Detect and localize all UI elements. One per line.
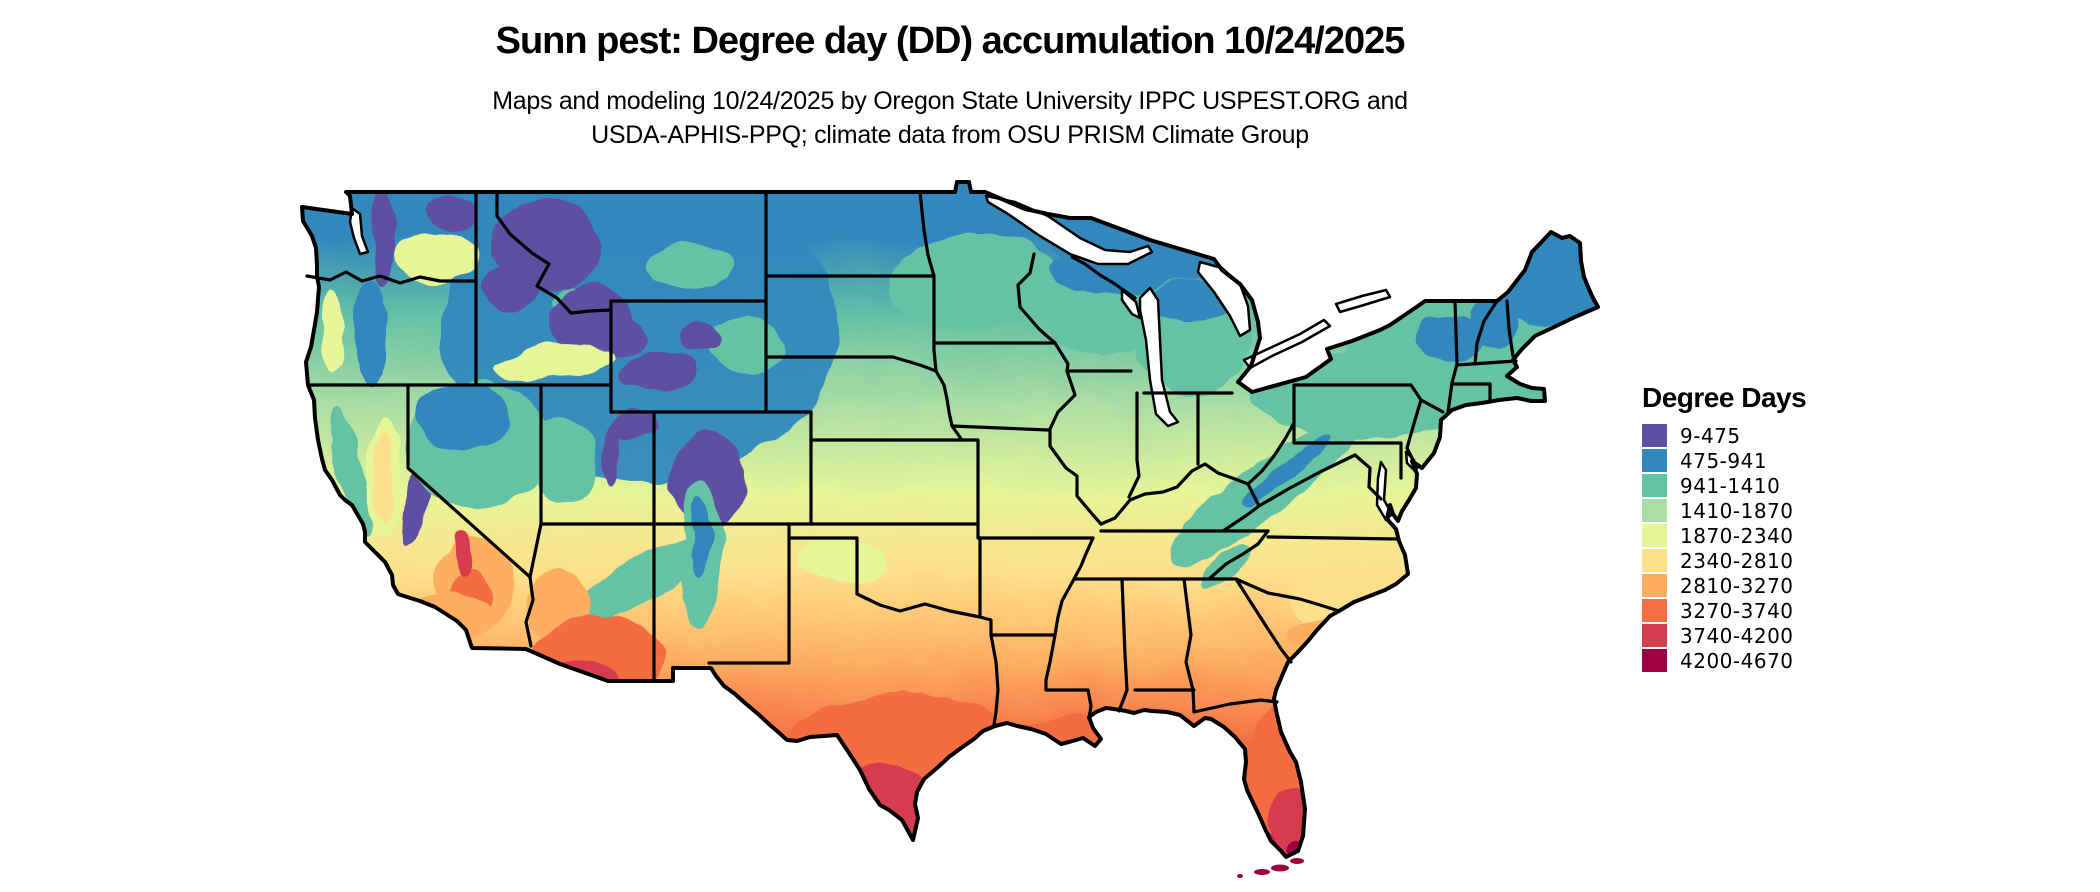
- us-outline: [300, 180, 1600, 859]
- legend-swatch: [1642, 474, 1667, 497]
- legend-label: 2810-3270: [1680, 573, 1794, 598]
- legend: Degree Days 9-475 475-941 941-1410 1410-…: [1642, 382, 1807, 673]
- legend-swatch: [1642, 549, 1667, 572]
- legend-row: 1410-1870: [1642, 498, 1806, 523]
- legend-label: 2340-2810: [1680, 548, 1794, 573]
- legend-label: 3740-4200: [1680, 623, 1794, 648]
- legend-swatch: [1642, 449, 1667, 472]
- legend-row: 3270-3740: [1642, 598, 1806, 623]
- legend-swatch: [1642, 624, 1667, 647]
- legend-label: 3270-3740: [1680, 598, 1794, 623]
- legend-row: 4200-4670: [1642, 648, 1806, 673]
- legend-swatch: [1642, 574, 1667, 597]
- legend-label: 475-941: [1680, 448, 1768, 473]
- legend-swatch: [1642, 499, 1667, 522]
- legend-row: 1870-2340: [1642, 523, 1806, 548]
- page-title: Sunn pest: Degree day (DD) accumulation …: [495, 20, 1406, 62]
- state-borders: [305, 190, 1518, 727]
- subtitle-line-1: Maps and modeling 10/24/2025 by Oregon S…: [492, 87, 1408, 115]
- legend-label: 1410-1870: [1680, 498, 1794, 523]
- legend-row: 941-1410: [1642, 473, 1806, 498]
- legend-label: 4200-4670: [1680, 648, 1794, 673]
- legend-rows: 9-475 475-941 941-1410 1410-1870 1870-23…: [1642, 423, 1806, 673]
- raster-fill: [302, 182, 1598, 857]
- legend-title: Degree Days: [1642, 382, 1807, 413]
- legend-row: 9-475: [1642, 423, 1806, 448]
- legend-row: 2810-3270: [1642, 573, 1806, 598]
- legend-label: 1870-2340: [1680, 523, 1794, 548]
- legend-row: 2340-2810: [1642, 548, 1806, 573]
- legend-row: 3740-4200: [1642, 623, 1806, 648]
- figure-subtitle: Maps and modeling 10/24/2025 by Oregon S…: [250, 84, 1650, 152]
- legend-row: 475-941: [1642, 448, 1806, 473]
- florida-keys: [1237, 858, 1304, 878]
- legend-swatch: [1642, 649, 1667, 672]
- legend-swatch: [1642, 599, 1667, 622]
- legend-label: 9-475: [1680, 423, 1741, 448]
- legend-swatch: [1642, 524, 1667, 547]
- legend-swatch: [1642, 424, 1667, 447]
- legend-label: 941-1410: [1680, 473, 1781, 498]
- subtitle-line-2: USDA-APHIS-PPQ; climate data from OSU PR…: [591, 121, 1309, 149]
